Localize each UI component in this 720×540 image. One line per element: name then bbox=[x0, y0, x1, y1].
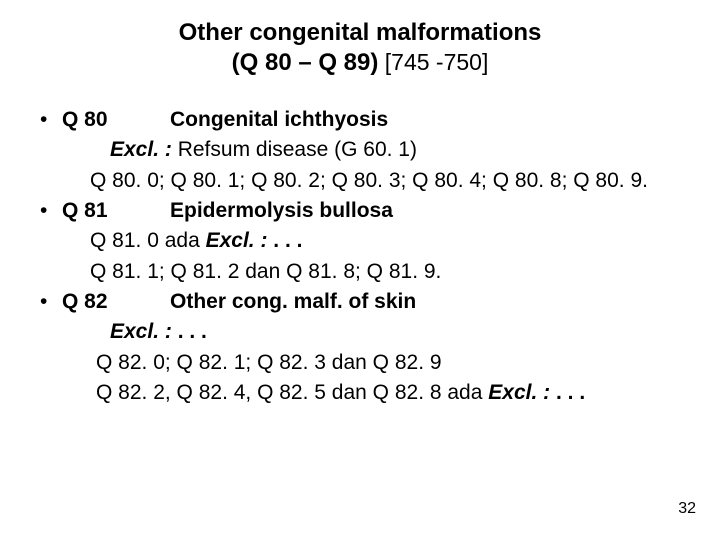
item-heading: Epidermolysis bullosa bbox=[170, 199, 393, 222]
item-code: Q 82 bbox=[62, 288, 170, 316]
list-item: •Q 80Congenital ichthyosis bbox=[40, 106, 690, 134]
excl-label: Excl. : bbox=[110, 320, 172, 343]
bullet-icon: • bbox=[40, 197, 62, 225]
item-heading: Other cong. malf. of skin bbox=[170, 290, 416, 313]
excl-label: Excl. : bbox=[488, 381, 550, 404]
exclusion-line: Excl. : . . . bbox=[40, 318, 690, 346]
excl-text: . . . bbox=[267, 229, 302, 252]
subcode-line: Q 80. 0; Q 80. 1; Q 80. 2; Q 80. 3; Q 80… bbox=[40, 167, 690, 195]
bullet-icon: • bbox=[40, 106, 62, 134]
subcode-line: Q 81. 1; Q 81. 2 dan Q 81. 8; Q 81. 9. bbox=[40, 258, 690, 286]
item-code: Q 81 bbox=[62, 197, 170, 225]
plain-prefix: Q 81. 0 ada bbox=[90, 229, 206, 252]
page-number: 32 bbox=[678, 500, 696, 518]
list-item: •Q 81Epidermolysis bullosa bbox=[40, 197, 690, 225]
subcode-line: Q 82. 0; Q 82. 1; Q 82. 3 dan Q 82. 9 bbox=[40, 349, 690, 377]
content-body: •Q 80Congenital ichthyosis Excl. : Refsu… bbox=[30, 106, 690, 407]
exclusion-line: Excl. : Refsum disease (G 60. 1) bbox=[40, 136, 690, 164]
excl-label: Excl. : bbox=[110, 138, 172, 161]
exclusion-line: Q 82. 2, Q 82. 4, Q 82. 5 dan Q 82. 8 ad… bbox=[40, 379, 690, 407]
excl-label: Excl. : bbox=[206, 229, 268, 252]
list-item: •Q 82Other cong. malf. of skin bbox=[40, 288, 690, 316]
title-line2-bold: (Q 80 – Q 89) bbox=[232, 49, 379, 76]
excl-text: . . . bbox=[550, 381, 585, 404]
item-heading: Congenital ichthyosis bbox=[170, 108, 388, 131]
excl-text: . . . bbox=[172, 320, 207, 343]
excl-text: Refsum disease (G 60. 1) bbox=[172, 138, 417, 161]
plain-prefix: Q 82. 2, Q 82. 4, Q 82. 5 dan Q 82. 8 ad… bbox=[96, 381, 488, 404]
title-line2-sub: [745 -750] bbox=[378, 49, 488, 75]
title-line1: Other congenital malformations bbox=[179, 19, 542, 46]
bullet-icon: • bbox=[40, 288, 62, 316]
slide-title: Other congenital malformations (Q 80 – Q… bbox=[30, 18, 690, 78]
exclusion-line: Q 81. 0 ada Excl. : . . . bbox=[40, 227, 690, 255]
slide: Other congenital malformations (Q 80 – Q… bbox=[0, 0, 720, 540]
item-code: Q 80 bbox=[62, 106, 170, 134]
